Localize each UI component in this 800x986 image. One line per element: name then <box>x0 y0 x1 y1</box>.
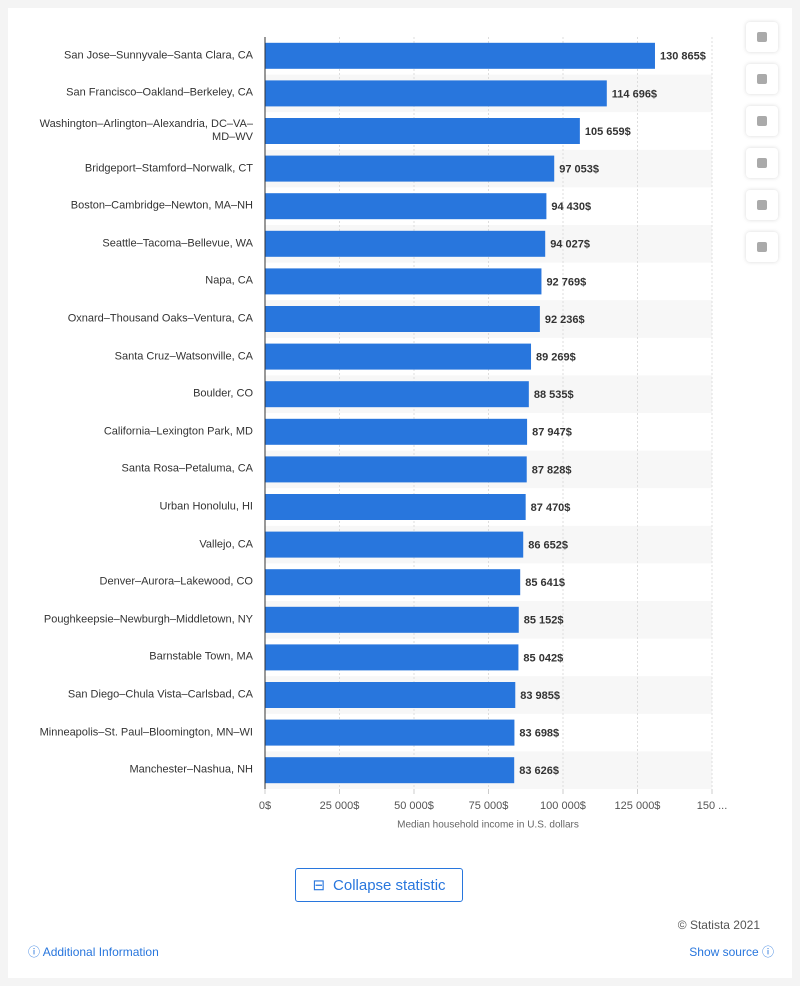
x-tick-label: 100 000$ <box>540 800 586 812</box>
x-tick-label: 50 000$ <box>394 800 434 812</box>
y-tick-label: San Francisco–Oakland–Berkeley, CA <box>66 86 253 99</box>
value-label: 87 828$ <box>532 464 572 476</box>
bar <box>265 644 519 671</box>
bar <box>265 494 526 520</box>
x-tick-label: 150 ... <box>697 800 728 812</box>
bar <box>265 193 547 220</box>
bar <box>265 230 546 257</box>
value-label: 87 947$ <box>532 427 572 439</box>
y-tick-label: San Jose–Sunnyvale–Santa Clara, CA <box>64 49 253 62</box>
y-tick-label: California–Lexington Park, MD <box>103 425 253 438</box>
bar <box>265 531 524 558</box>
bar <box>265 757 515 784</box>
y-tick-label: Seattle–Tacoma–Bellevue, WA <box>102 237 253 250</box>
bar <box>265 569 521 596</box>
y-tick-label: Barnstable Town, MA <box>149 650 253 663</box>
value-label: 83 985$ <box>520 690 560 702</box>
x-tick-label: 0$ <box>259 800 271 812</box>
value-label: 94 430$ <box>551 201 591 213</box>
value-label: 86 652$ <box>528 540 568 552</box>
value-label: 85 641$ <box>525 577 565 589</box>
value-label: 114 696$ <box>612 88 657 100</box>
value-label: 94 027$ <box>550 239 590 251</box>
button-text: Collapse statistic <box>333 876 446 894</box>
value-label: 85 152$ <box>524 615 564 627</box>
collapse-button[interactable]: ⊟ Collapse statistic <box>295 868 463 902</box>
bar <box>265 456 527 483</box>
bar <box>265 155 555 182</box>
bar <box>265 80 607 107</box>
link-text: Additional Information <box>42 945 159 959</box>
bar <box>265 42 655 69</box>
bar <box>265 118 580 144</box>
value-label: 92 769$ <box>546 276 586 288</box>
copyright: © Statista 2021 <box>677 918 760 932</box>
bar <box>265 381 529 408</box>
y-tick-label: Denver–Aurora–Lakewood, CO <box>99 575 253 588</box>
value-label: 83 626$ <box>519 765 559 777</box>
value-label: 87 470$ <box>531 502 571 514</box>
print-button[interactable] <box>746 232 778 262</box>
y-tick-label: Boston–Cambridge–Newton, MA–NH <box>70 199 253 212</box>
additional-info-link[interactable]: ⓘ Additional Information <box>28 945 159 959</box>
value-label: 88 535$ <box>534 389 574 401</box>
x-tick-label: 75 000$ <box>469 800 509 812</box>
y-tick-label: San Diego–Chula Vista–Carlsbad, CA <box>67 688 253 701</box>
bar <box>265 418 528 445</box>
y-tick-label: Urban Honolulu, HI <box>159 500 253 513</box>
favorite-button[interactable] <box>746 22 778 52</box>
bar <box>265 268 542 295</box>
value-label: 85 042$ <box>523 652 563 664</box>
settings-button[interactable] <box>746 106 778 136</box>
y-tick-label: Poughkeepsie–Newburgh–Middletown, NY <box>43 613 253 626</box>
x-tick-label: 25 000$ <box>320 800 360 812</box>
bar <box>265 682 516 708</box>
y-tick-label: Santa Cruz–Watsonville, CA <box>114 350 253 363</box>
notify-button[interactable] <box>746 64 778 94</box>
value-label: 97 053$ <box>559 164 599 176</box>
x-tick-label: 125 000$ <box>615 800 661 812</box>
value-label: 92 236$ <box>545 314 585 326</box>
bar <box>265 606 519 633</box>
value-label: 105 659$ <box>585 126 631 138</box>
y-tick-label: Santa Rosa–Petaluma, CA <box>121 462 253 475</box>
y-tick-label: Boulder, CO <box>193 387 253 400</box>
value-label: 130 865$ <box>660 51 706 63</box>
bar <box>265 719 515 746</box>
bar <box>265 306 540 332</box>
y-tick-label: Oxnard–Thousand Oaks–Ventura, CA <box>67 312 253 325</box>
link-text: Show source <box>689 945 759 959</box>
value-label: 89 269$ <box>536 352 576 364</box>
value-label: 83 698$ <box>519 728 559 740</box>
share-button[interactable] <box>746 148 778 178</box>
x-axis-label: Median household income in U.S. dollars <box>397 820 579 831</box>
y-tick-label: Minneapolis–St. Paul–Bloomington, MN–WI <box>39 726 253 739</box>
cite-button[interactable] <box>746 190 778 220</box>
y-tick-label: Bridgeport–Stamford–Norwalk, CT <box>84 162 253 175</box>
bar <box>265 343 532 370</box>
y-tick-label: Washington–Arlington–Alexandria, DC–VA–M… <box>39 118 253 143</box>
show-source-link[interactable]: Show source ⓘ <box>689 945 774 959</box>
y-tick-label: Vallejo, CA <box>199 538 253 551</box>
y-tick-label: Napa, CA <box>205 274 253 287</box>
y-tick-label: Manchester–Nashua, NH <box>129 763 253 776</box>
